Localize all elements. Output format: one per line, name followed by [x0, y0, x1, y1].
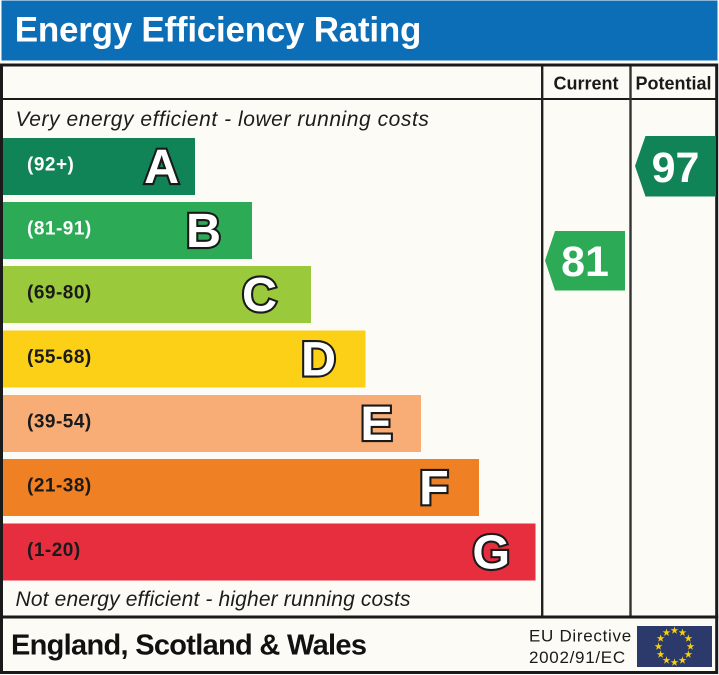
svg-text:C: C — [242, 268, 277, 322]
svg-text:81: 81 — [561, 238, 609, 286]
svg-text:(92+): (92+) — [27, 155, 74, 176]
svg-text:EU Directive: EU Directive — [529, 627, 632, 646]
svg-text:(39-54): (39-54) — [27, 412, 92, 433]
svg-text:G: G — [472, 525, 510, 579]
svg-text:B: B — [186, 204, 221, 258]
svg-text:(1-20): (1-20) — [27, 540, 81, 561]
svg-text:(55-68): (55-68) — [27, 347, 92, 368]
svg-text:England, Scotland & Wales: England, Scotland & Wales — [11, 630, 366, 662]
svg-text:Current: Current — [553, 74, 618, 94]
svg-text:Potential: Potential — [635, 74, 711, 94]
svg-text:2002/91/EC: 2002/91/EC — [529, 648, 626, 667]
svg-text:D: D — [301, 332, 336, 386]
svg-text:E: E — [360, 397, 392, 451]
svg-text:F: F — [419, 461, 449, 515]
svg-text:(21-38): (21-38) — [27, 476, 92, 497]
svg-text:A: A — [144, 140, 179, 194]
svg-text:(69-80): (69-80) — [27, 283, 92, 304]
svg-text:Not energy efficient - higher: Not energy efficient - higher running co… — [16, 588, 412, 611]
svg-text:(81-91): (81-91) — [27, 219, 92, 240]
svg-text:Energy Efficiency Rating: Energy Efficiency Rating — [15, 10, 421, 49]
svg-text:Very energy efficient - lower: Very energy efficient - lower running co… — [16, 108, 430, 131]
svg-text:97: 97 — [652, 144, 700, 192]
